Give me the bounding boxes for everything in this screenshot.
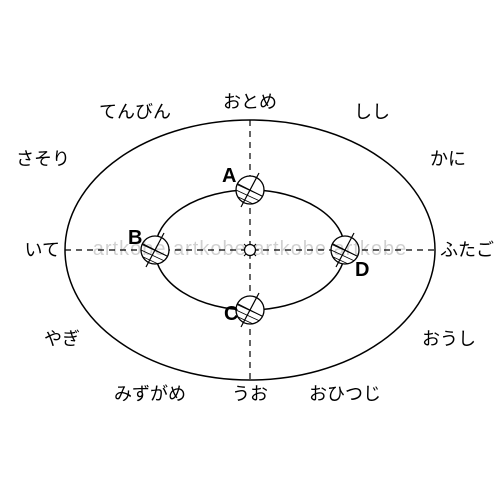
zodiac-ohitsuji: おひつじ bbox=[309, 384, 381, 404]
zodiac-futago: ふたご bbox=[440, 240, 494, 260]
zodiac-tenbin: てんびん bbox=[99, 102, 171, 122]
label-C: C bbox=[224, 303, 238, 325]
zodiac-uo: うお bbox=[232, 384, 268, 404]
zodiac-orbit-diagram: A B C bbox=[0, 0, 500, 500]
zodiac-yagi: やぎ bbox=[44, 329, 80, 349]
label-D: D bbox=[355, 259, 369, 281]
zodiac-mizugame: みずがめ bbox=[114, 384, 186, 404]
watermark-text: artkobe artkobe artkobe artkobe bbox=[93, 238, 408, 260]
label-A: A bbox=[222, 165, 236, 187]
zodiac-ite: いて bbox=[25, 240, 60, 260]
earth-C bbox=[236, 293, 264, 329]
earth-A bbox=[236, 173, 264, 209]
zodiac-shishi: しし bbox=[354, 102, 390, 122]
zodiac-kani: かに bbox=[430, 149, 466, 169]
zodiac-otome: おとめ bbox=[223, 92, 277, 112]
zodiac-sasori: さそり bbox=[16, 149, 70, 169]
zodiac-oushi: おうし bbox=[422, 329, 476, 349]
